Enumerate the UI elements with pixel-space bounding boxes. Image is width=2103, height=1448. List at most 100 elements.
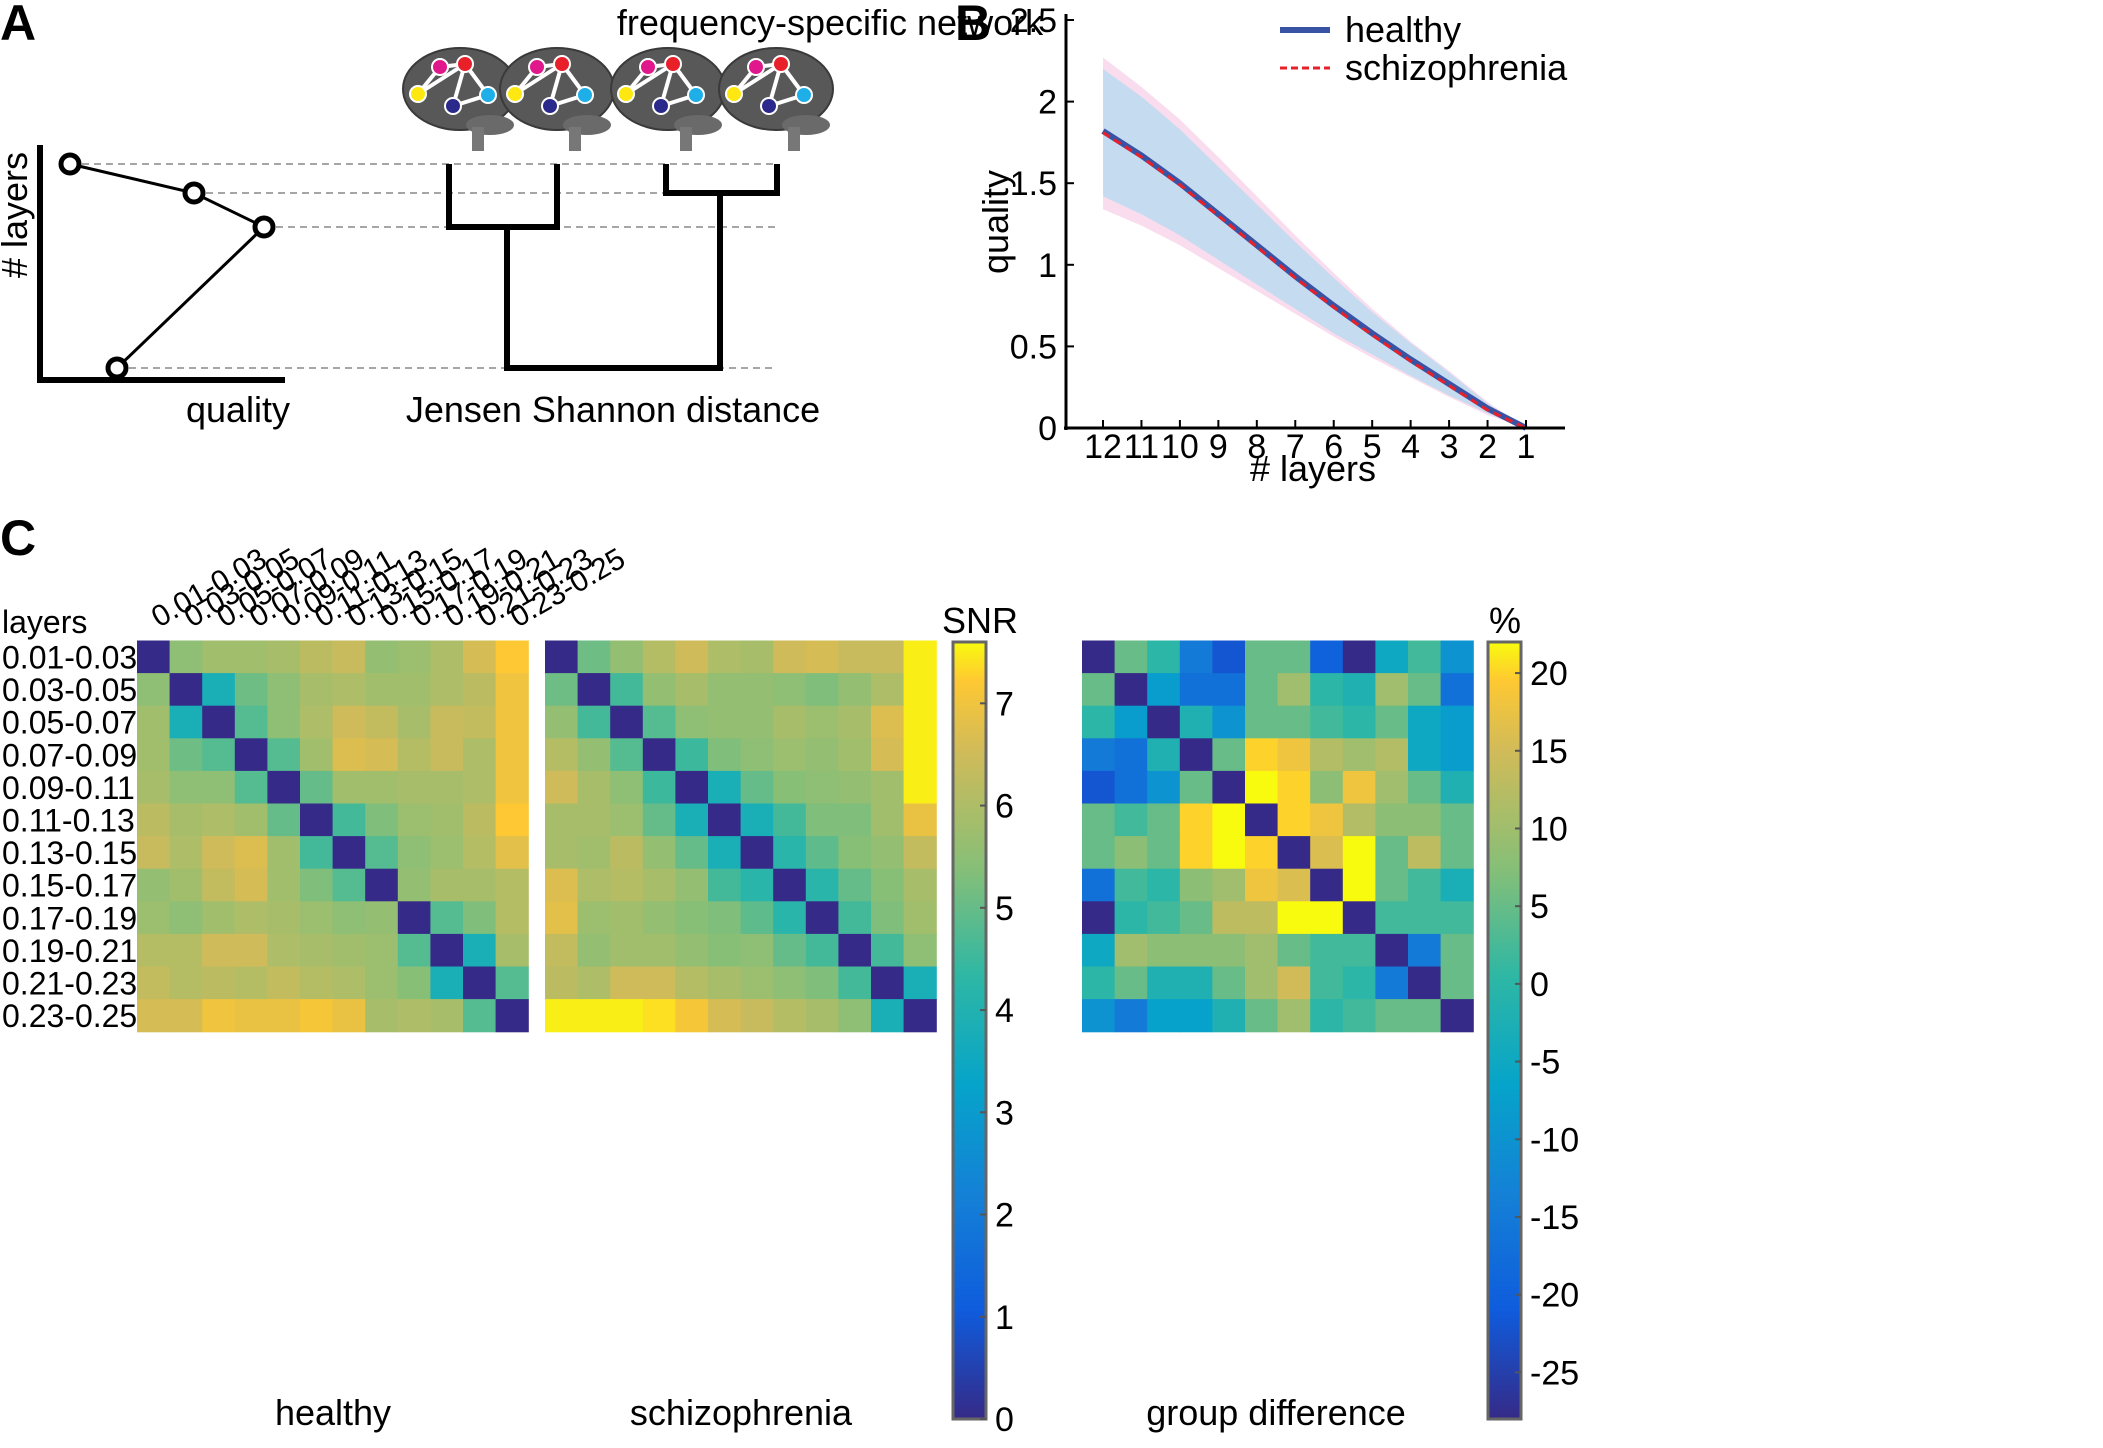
heatmap-cell (137, 705, 171, 739)
heatmap-cell (1179, 705, 1213, 739)
heatmap-cell (300, 705, 334, 739)
heatmap-cell (545, 673, 579, 707)
heatmap-cell (1408, 705, 1442, 739)
heatmap-cell (202, 868, 236, 902)
heatmap-cell (1212, 966, 1246, 1000)
heatmap-cell (773, 803, 807, 837)
heatmap-cell (1408, 770, 1442, 805)
heatmap-cell (430, 999, 464, 1033)
colorbar-gradient (951, 640, 988, 1421)
heatmap-cell (642, 933, 676, 968)
heatmap-cell (871, 868, 905, 902)
network-edge (416, 62, 467, 96)
heatmap-cell (1310, 770, 1344, 805)
heatmap-cell (838, 738, 872, 772)
heatmap-cell (1245, 738, 1279, 772)
heatmap-cell (1310, 999, 1344, 1033)
heatmap-cell (202, 640, 236, 674)
heatmap-cell (495, 770, 529, 805)
heatmap-1: schizophrenia (545, 640, 937, 1433)
heatmap-cell (169, 966, 203, 1000)
heatmap-cell (495, 673, 529, 707)
heatmap-cell (610, 836, 644, 870)
row-label: 0.03-0.05 (2, 672, 137, 708)
heatmap-cell (300, 738, 334, 772)
heatmap-cell (300, 933, 334, 968)
heatmap-cell (675, 640, 709, 674)
brain-stem (788, 127, 800, 151)
heatmap-cell (1408, 836, 1442, 870)
heatmap-cell (1408, 640, 1442, 674)
colorbar-tick-label: 5 (995, 890, 1014, 928)
row-label: 0.17-0.19 (2, 900, 137, 936)
colorbar-tick-label: 15 (1530, 733, 1568, 771)
heatmap-cell (169, 738, 203, 772)
heatmap-cell (365, 901, 399, 935)
heatmap-cell (871, 933, 905, 968)
heatmap-cell (430, 705, 464, 739)
heatmap-cell (871, 999, 905, 1033)
heatmap-cell (675, 901, 709, 935)
heatmap-cell (1375, 868, 1409, 902)
heatmap-cell (1245, 705, 1279, 739)
heatmap-cell (234, 803, 268, 837)
heatmap-cell (1082, 803, 1116, 837)
heatmap-cell (1245, 901, 1279, 935)
heatmap-cell (708, 901, 742, 935)
row-label: 0.13-0.15 (2, 835, 137, 871)
heatmap-cell (267, 901, 301, 935)
heatmap-cell (1408, 901, 1442, 935)
heatmap-cell (610, 673, 644, 707)
heatmap-cell (610, 868, 644, 902)
colorbar-snr: SNR 0 1 2 3 4 5 6 7 (942, 600, 1018, 1439)
series-line-schizophrenia (1102, 131, 1527, 430)
heatmap-cell (903, 738, 937, 772)
heatmap-cell (300, 868, 334, 902)
heatmap-cell (1342, 803, 1376, 837)
heatmap-cell (495, 803, 529, 837)
heatmap-cell (137, 640, 171, 674)
colorbars: SNR 0 1 2 3 4 5 6 7%20 15 10 5 0 -5 -10 -15 -20 -25 (942, 600, 1579, 1439)
heatmap-cell (1114, 868, 1148, 902)
heatmap-cell (202, 803, 236, 837)
heatmap-cell (1277, 640, 1311, 674)
x-tick-label: 5 (1363, 428, 1382, 466)
heatmap-cell (838, 640, 872, 674)
heatmap-cell (1375, 901, 1409, 935)
quality-point (105, 356, 129, 380)
heatmap-cell (1212, 705, 1246, 739)
network-node (444, 97, 462, 115)
heatmap-cell (365, 836, 399, 870)
heatmap-title: schizophrenia (630, 1392, 853, 1433)
heatmap-cell (300, 640, 334, 674)
heatmap-cell (871, 738, 905, 772)
row-label: 0.21-0.23 (2, 966, 137, 1002)
y-tick-label: 2 (1038, 84, 1057, 122)
network-node (431, 58, 449, 76)
heatmap-cell (1114, 836, 1148, 870)
x-tick-label: 10 (1161, 428, 1199, 466)
y-tick-label: 0.5 (1010, 328, 1057, 366)
heatmap-cell (838, 705, 872, 739)
heatmap-cell (545, 738, 579, 772)
heatmap-cell (169, 770, 203, 805)
heatmap-cell (169, 803, 203, 837)
heatmap-cell (495, 738, 529, 772)
heatmap-cell (740, 966, 774, 1000)
heatmap-2: group difference (1082, 640, 1474, 1433)
heatmap-cell (1342, 705, 1376, 739)
heatmap-cell (1277, 868, 1311, 902)
heatmap-cell (1310, 966, 1344, 1000)
y-tick-label: 0 (1038, 410, 1057, 448)
heatmap-cell (1245, 999, 1279, 1033)
colorbar-tick-label: 20 (1530, 655, 1568, 693)
colorbar-tick-label: 3 (995, 1094, 1014, 1132)
heatmap-cell (805, 738, 839, 772)
heatmap-cell (397, 901, 431, 935)
heatmap-cell (169, 901, 203, 935)
brain-stem (472, 127, 484, 151)
panel-c: C layers 0.01-0.030.03-0.050.05-0.070.07… (0, 510, 1579, 1439)
heatmap-cell (838, 868, 872, 902)
heatmap-cell (1082, 770, 1116, 805)
heatmap-cell (1277, 966, 1311, 1000)
